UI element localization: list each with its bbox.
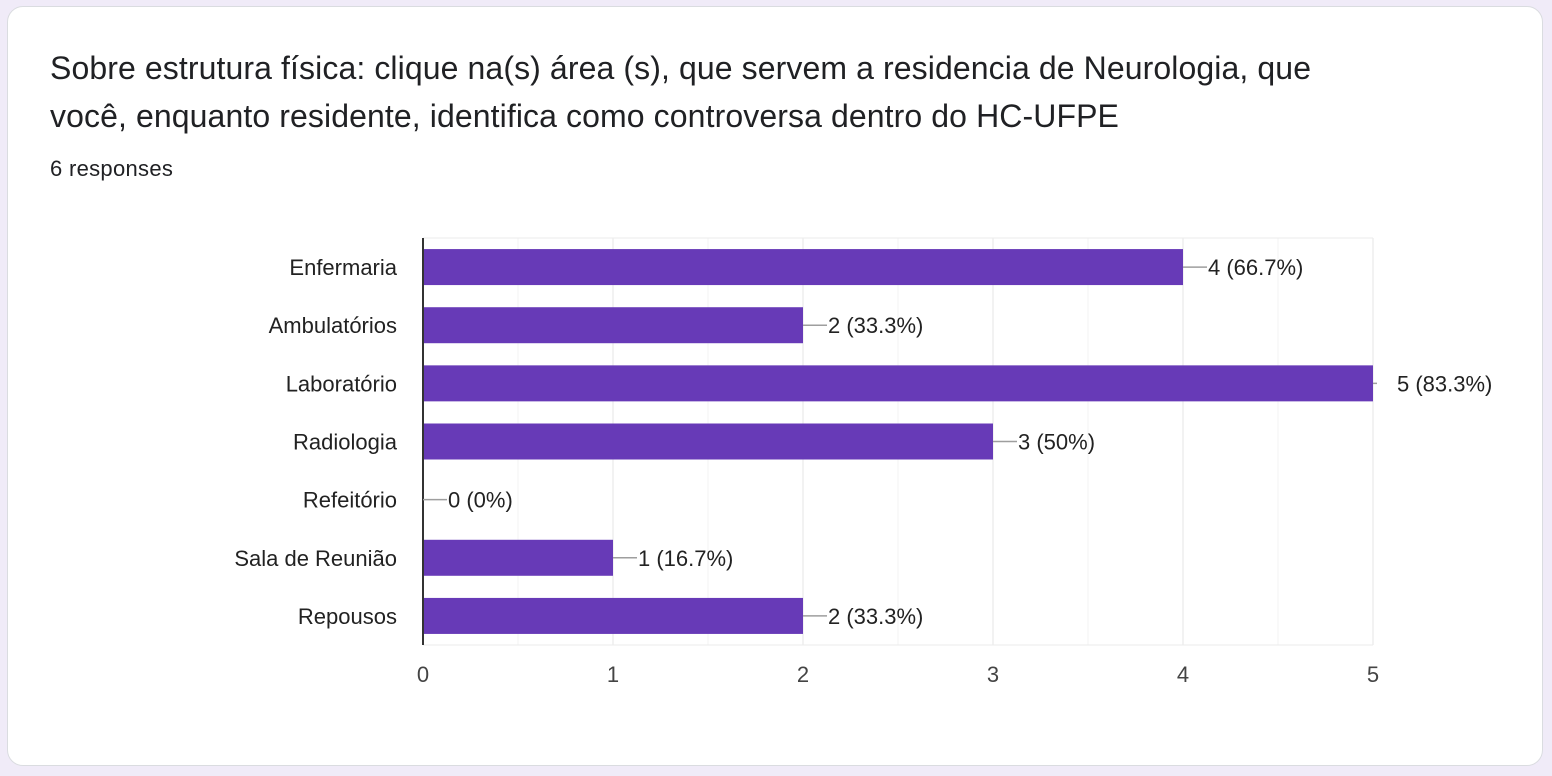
category-label: Refeitório — [303, 488, 397, 513]
data-label: 5 (83.3%) — [1397, 371, 1492, 396]
data-label: 4 (66.7%) — [1208, 255, 1303, 280]
x-tick-label: 1 — [607, 662, 619, 687]
x-tick-label: 3 — [987, 662, 999, 687]
bars — [423, 249, 1373, 634]
category-label: Radiologia — [293, 430, 398, 455]
bar — [423, 249, 1183, 286]
data-label: 3 (50%) — [1018, 430, 1095, 455]
bar — [423, 307, 803, 344]
category-label: Sala de Reunião — [234, 546, 397, 571]
x-tick-label: 5 — [1367, 662, 1379, 687]
data-label: 0 (0%) — [448, 488, 513, 513]
data-label: 2 (33.3%) — [828, 604, 923, 629]
labels: 0 1 2 3 4 5 Enfermaria 4 (66.7%) Ambulatórios 2 (… — [234, 255, 1492, 687]
data-label: 1 (16.7%) — [638, 546, 733, 571]
bar — [423, 423, 993, 460]
category-label: Ambulatórios — [269, 313, 397, 338]
x-tick-label: 4 — [1177, 662, 1189, 687]
question-title: Sobre estrutura física: clique na(s) áre… — [50, 50, 1312, 134]
bar — [423, 365, 1373, 402]
category-label: Enfermaria — [289, 255, 397, 280]
data-label: 2 (33.3%) — [828, 313, 923, 338]
x-tick-label: 2 — [797, 662, 809, 687]
bar — [423, 597, 803, 634]
x-tick-label: 0 — [417, 662, 429, 687]
category-label: Repousos — [298, 604, 397, 629]
category-label: Laboratório — [286, 371, 397, 396]
response-count: 6 responses — [50, 156, 174, 181]
bar — [423, 539, 613, 576]
